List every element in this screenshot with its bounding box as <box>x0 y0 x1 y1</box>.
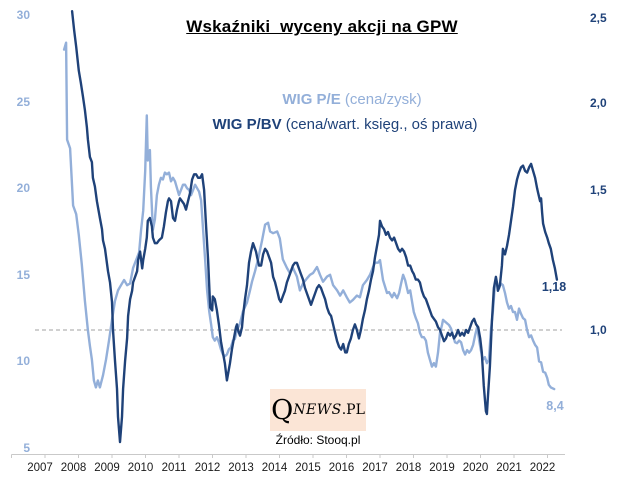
qnews-logo-news: NEWS <box>293 402 342 418</box>
right-axis-tick-label: 1,0 <box>590 323 607 337</box>
x-axis-year-label: 2019 <box>429 462 455 474</box>
x-axis-year-label: 2008 <box>60 462 87 474</box>
x-axis-year-label: 2015 <box>295 462 321 474</box>
legend-pe-name: WIG P/E <box>282 91 341 108</box>
left-axis-tick-label: 25 <box>16 94 30 109</box>
legend-entry-pe: WIG P/E (cena/zysk) <box>40 91 624 108</box>
series-line-wig-pe <box>62 41 556 391</box>
x-axis-year-label: 2012 <box>194 462 221 474</box>
left-axis-tick-label: 10 <box>16 354 30 369</box>
qnews-logo-pl: .PL <box>341 402 365 418</box>
legend-pbv-desc: (cena/wart. księg., oś prawa) <box>281 116 478 133</box>
x-axis-year-label: 2007 <box>27 462 53 474</box>
source-caption: Źródło: Stooq.pl <box>275 433 361 447</box>
x-axis-year-label: 2022 <box>529 462 556 474</box>
legend-pe-desc: (cena/zysk) <box>340 91 422 108</box>
pe-last-value-label: 8,4 <box>546 399 564 413</box>
x-axis-year-label: 2021 <box>496 462 522 474</box>
x-axis-year-label: 2013 <box>228 462 254 474</box>
pbv-last-value-label: 1,18 <box>541 280 567 294</box>
legend-pbv-name: WIG P/BV <box>212 116 282 133</box>
x-axis-year-label: 2020 <box>462 462 489 474</box>
x-axis-year-label: 2017 <box>362 462 388 474</box>
left-axis-tick-label: 30 <box>16 8 30 22</box>
right-axis-tick-label: 2,0 <box>590 96 607 110</box>
left-axis-tick-label: 15 <box>16 267 30 282</box>
left-axis-tick-label: 20 <box>16 181 30 196</box>
chart-title: Wskaźniki wyceny akcji na GPW <box>186 17 458 36</box>
qnews-logo: Q NEWS .PL <box>270 389 366 431</box>
x-axis-year-label: 2014 <box>261 462 288 474</box>
legend-entry-pbv: WIG P/BV (cena/wart. księg., oś prawa) <box>33 116 624 133</box>
left-axis-tick-label: 5 <box>23 441 30 455</box>
x-axis-year-label: 2011 <box>161 462 187 474</box>
x-axis-year-label: 2018 <box>395 462 422 474</box>
right-axis-tick-label: 2,5 <box>590 11 607 25</box>
series-line-wig-pbv <box>70 9 559 444</box>
x-axis-year-label: 2016 <box>328 462 355 474</box>
right-axis-tick-label: 1,5 <box>590 183 607 197</box>
x-axis-year-label: 2010 <box>127 462 154 474</box>
x-axis-ticks <box>11 454 548 458</box>
x-axis-year-label: 2009 <box>94 462 120 474</box>
qnews-logo-q: Q <box>271 394 294 426</box>
